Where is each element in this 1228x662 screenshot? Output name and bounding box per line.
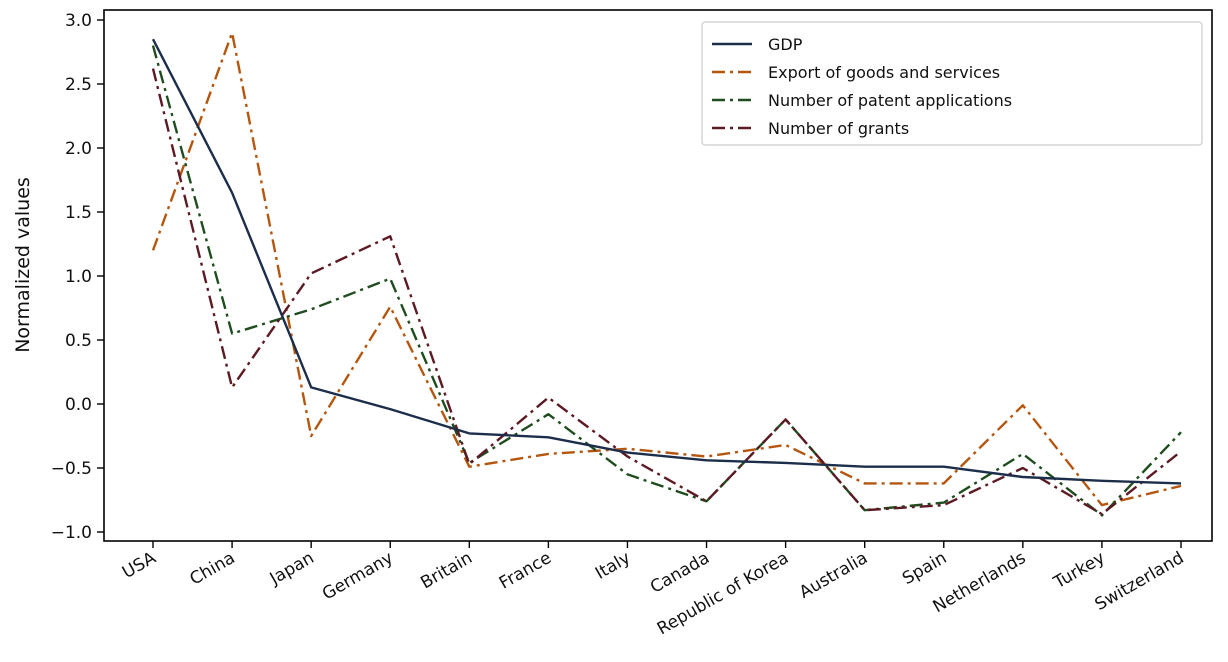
series-layer [151,31,1182,517]
series-line-0 [151,38,1182,485]
y-tick-label: −0.5 [51,459,92,479]
x-tick-label: Spain [899,548,950,589]
x-tick-label: Australia [796,548,871,603]
y-tick-label: −1.0 [51,523,92,543]
y-tick-label: 0.0 [65,395,92,415]
x-tick-label: Republic of Korea [654,548,792,639]
y-tick-label: 1.5 [65,203,92,223]
x-tick-label: Germany [319,548,397,604]
legend-label: Export of goods and services [768,63,1000,82]
x-tick-label: Britain [417,548,475,593]
x-tick-label: France [496,548,555,594]
x-tick-label: Canada [647,548,713,598]
x-tick-label: Japan [266,548,318,590]
y-tick-label: 2.0 [65,139,92,159]
legend-label: Number of patent applications [768,91,1012,110]
series-line-1 [151,31,1182,507]
y-tick-label: 2.5 [65,75,92,95]
x-tick-label: Switzerland [1092,548,1188,615]
x-tick-label: China [187,548,239,590]
legend-box [701,21,1203,146]
legend-label: Number of grants [768,119,909,138]
y-axis-title: Normalized values [12,177,34,353]
y-tick-label: 3.0 [65,11,92,31]
x-tick-label: Italy [592,548,634,584]
x-axis: USA China Japan Germany Britain France Italy Ca… [119,541,1188,639]
legend: GDP Export of goods and services Number of… [701,21,1203,146]
series-line-2 [151,45,1182,517]
legend-label: GDP [768,35,803,54]
y-tick-label: 1.0 [65,267,92,287]
y-axis: 3.0 2.5 2.0 1.5 1.0 0.5 0.0 −0.5 −1.0 [51,11,104,543]
y-tick-label: 0.5 [65,331,92,351]
x-tick-label: Turkey [1050,548,1109,593]
x-tick-label: USA [119,548,160,583]
